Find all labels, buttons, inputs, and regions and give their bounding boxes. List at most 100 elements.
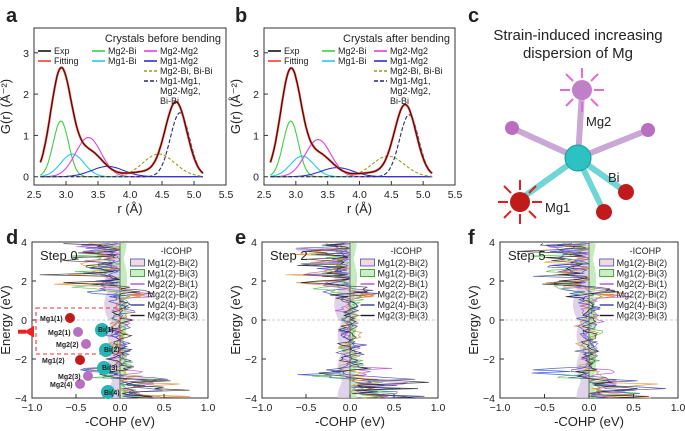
x-axis-title: r (Å) xyxy=(117,201,142,216)
mg1-atom-bottom xyxy=(596,204,612,220)
legend-label: Mg1-Mg1, xyxy=(390,76,431,86)
arrow-head xyxy=(24,325,34,338)
y-tick-label: −2 xyxy=(483,354,495,366)
y-tick-label: −2 xyxy=(15,354,27,366)
legend-label: Mg2(3)-Bi(3) xyxy=(148,311,199,321)
legend-swatch xyxy=(360,258,375,267)
component-curve-5 xyxy=(40,112,204,178)
cohp-curve-5 xyxy=(297,243,429,399)
x-axis-title: -COHP (eV) xyxy=(554,414,624,429)
legend-label: Mg2(2)-Bi(1) xyxy=(378,279,429,289)
legend-label: Mg1-Mg1, xyxy=(160,76,201,86)
legend-label: Mg2-Bi xyxy=(338,46,367,56)
label-mg2: Mg2 xyxy=(586,114,611,129)
x-tick-label: 5.5 xyxy=(219,189,234,201)
bi-atom xyxy=(564,144,592,172)
structure-atom xyxy=(101,385,115,399)
y-tick-label: 3 xyxy=(23,48,29,60)
legend-label: Mg2-Bi, Bi-Bi xyxy=(160,66,213,76)
chart-title: Crystals before bending xyxy=(105,33,221,45)
mg1-atom-dispersed xyxy=(498,180,542,224)
structure-label: Bi(1) xyxy=(98,327,114,334)
y-tick-label: 0 xyxy=(253,172,259,184)
mg1-atom-right xyxy=(618,184,634,200)
panel-letter-b: b xyxy=(235,5,247,27)
cohp-curve-2 xyxy=(547,243,632,399)
y-tick-label: 2 xyxy=(23,89,29,101)
x-tick-label: 3.0 xyxy=(59,189,74,201)
legend-swatch xyxy=(130,269,145,277)
component-curve-0 xyxy=(40,120,203,178)
chart-d-cohp-step0: −1.0 −0.5 0.0 0.5 1.0 −4 −2 0 2 4 -COHP (eV) Energy… xyxy=(0,237,215,429)
x-tick-label: 5.0 xyxy=(187,189,202,201)
y-tick-label: −4 xyxy=(15,393,27,405)
legend-title: -ICOHP xyxy=(161,246,193,256)
legend-label: Bi-Bi xyxy=(160,96,179,106)
x-tick-label: 1.0 xyxy=(671,402,685,414)
legend-label: Mg1(2)-Bi(2) xyxy=(148,258,199,268)
legend-label: Mg2(3)-Bi(3) xyxy=(378,311,429,321)
x-tick-label: 3.5 xyxy=(91,189,106,201)
legend-label: Mg1(2)-Bi(3) xyxy=(617,269,668,279)
legend-label: Mg2(2)-Bi(2) xyxy=(378,290,429,300)
x-tick-label: −0.5 xyxy=(66,402,87,414)
structure-atom xyxy=(75,379,85,389)
structure-label: Mg2(3) xyxy=(58,374,81,381)
component-curve-2 xyxy=(40,136,203,178)
x-tick-label: 2.5 xyxy=(27,189,42,201)
x-tick-label: 0.0 xyxy=(343,402,358,414)
legend-label: Mg2(2)-Bi(2) xyxy=(148,290,199,300)
legend-swatch xyxy=(130,258,145,267)
x-tick-label: 4.0 xyxy=(123,189,138,201)
legend-label: Mg2(3)-Bi(3) xyxy=(617,311,668,321)
y-tick-label: 3 xyxy=(253,48,259,60)
y-tick-label: 4 xyxy=(489,237,495,249)
y-tick-label: −4 xyxy=(483,393,495,405)
panel-c-caption-line2: dispersion of Mg xyxy=(523,45,633,62)
legend-label: Mg2-Mg2 xyxy=(390,46,428,56)
structure-atom xyxy=(81,339,91,349)
x-tick-label: 0.5 xyxy=(387,402,402,414)
label-bi: Bi xyxy=(608,170,620,185)
chart-e-cohp-step2: −1.0 −0.5 0.0 0.5 1.0 −4 −2 0 2 4 -COHP (eV) Energy… xyxy=(228,237,445,429)
y-tick-label: 0 xyxy=(21,315,27,327)
component-curve-5 xyxy=(270,114,433,178)
legend-label: Mg1(2)-Bi(3) xyxy=(148,269,199,279)
y-axis-title: Energy (eV) xyxy=(0,285,13,354)
panel-letter-d: d xyxy=(6,227,18,249)
legend-swatch xyxy=(360,269,375,277)
legend-title: -ICOHP xyxy=(630,246,662,256)
y-tick-label: 2 xyxy=(489,276,495,288)
legend-label: Fitting xyxy=(54,56,79,66)
y-tick-label: 2 xyxy=(253,89,259,101)
legend-label: Mg2(2)-Bi(2) xyxy=(617,290,668,300)
chart-f-cohp-step5: −1.0 −0.5 0.0 0.5 1.0 −4 −2 0 2 4 -COHP (eV) Energy… xyxy=(466,237,685,429)
mg2-atom-left xyxy=(505,121,519,135)
y-axis-title: G(r) (Å⁻²) xyxy=(0,79,13,134)
legend-label: Mg2-Mg2, xyxy=(390,86,431,96)
y-tick-label: 0 xyxy=(489,315,495,327)
panel-c-caption-line1: Strain-induced increasing xyxy=(493,27,662,44)
y-tick-label: 4 xyxy=(251,237,257,249)
structure-atom xyxy=(99,343,113,357)
structure-label: Bi(3) xyxy=(102,365,118,372)
mg2-atom-right xyxy=(641,123,655,137)
x-tick-label: 2.5 xyxy=(257,189,272,201)
legend-label: Exp xyxy=(54,46,70,56)
x-tick-label: 1.0 xyxy=(431,402,446,414)
cohp-curve-1 xyxy=(70,243,163,399)
step-label: Step 5 xyxy=(508,248,546,263)
arrow-shaft xyxy=(18,329,26,334)
cohp-curve-4 xyxy=(295,243,425,399)
structure-atom xyxy=(95,323,109,337)
structure-atom xyxy=(75,355,85,365)
structure-label: Mg2(1) xyxy=(48,330,71,337)
legend-label: Mg1-Mg2 xyxy=(160,56,198,66)
y-tick-label: 0 xyxy=(251,315,257,327)
structure-atom xyxy=(83,371,93,381)
chart-title: Crystals after bending xyxy=(343,33,450,45)
x-tick-label: 4.5 xyxy=(384,189,399,201)
structure-label: Bi(2) xyxy=(104,347,120,354)
legend-label: Mg1-Bi xyxy=(108,56,137,66)
